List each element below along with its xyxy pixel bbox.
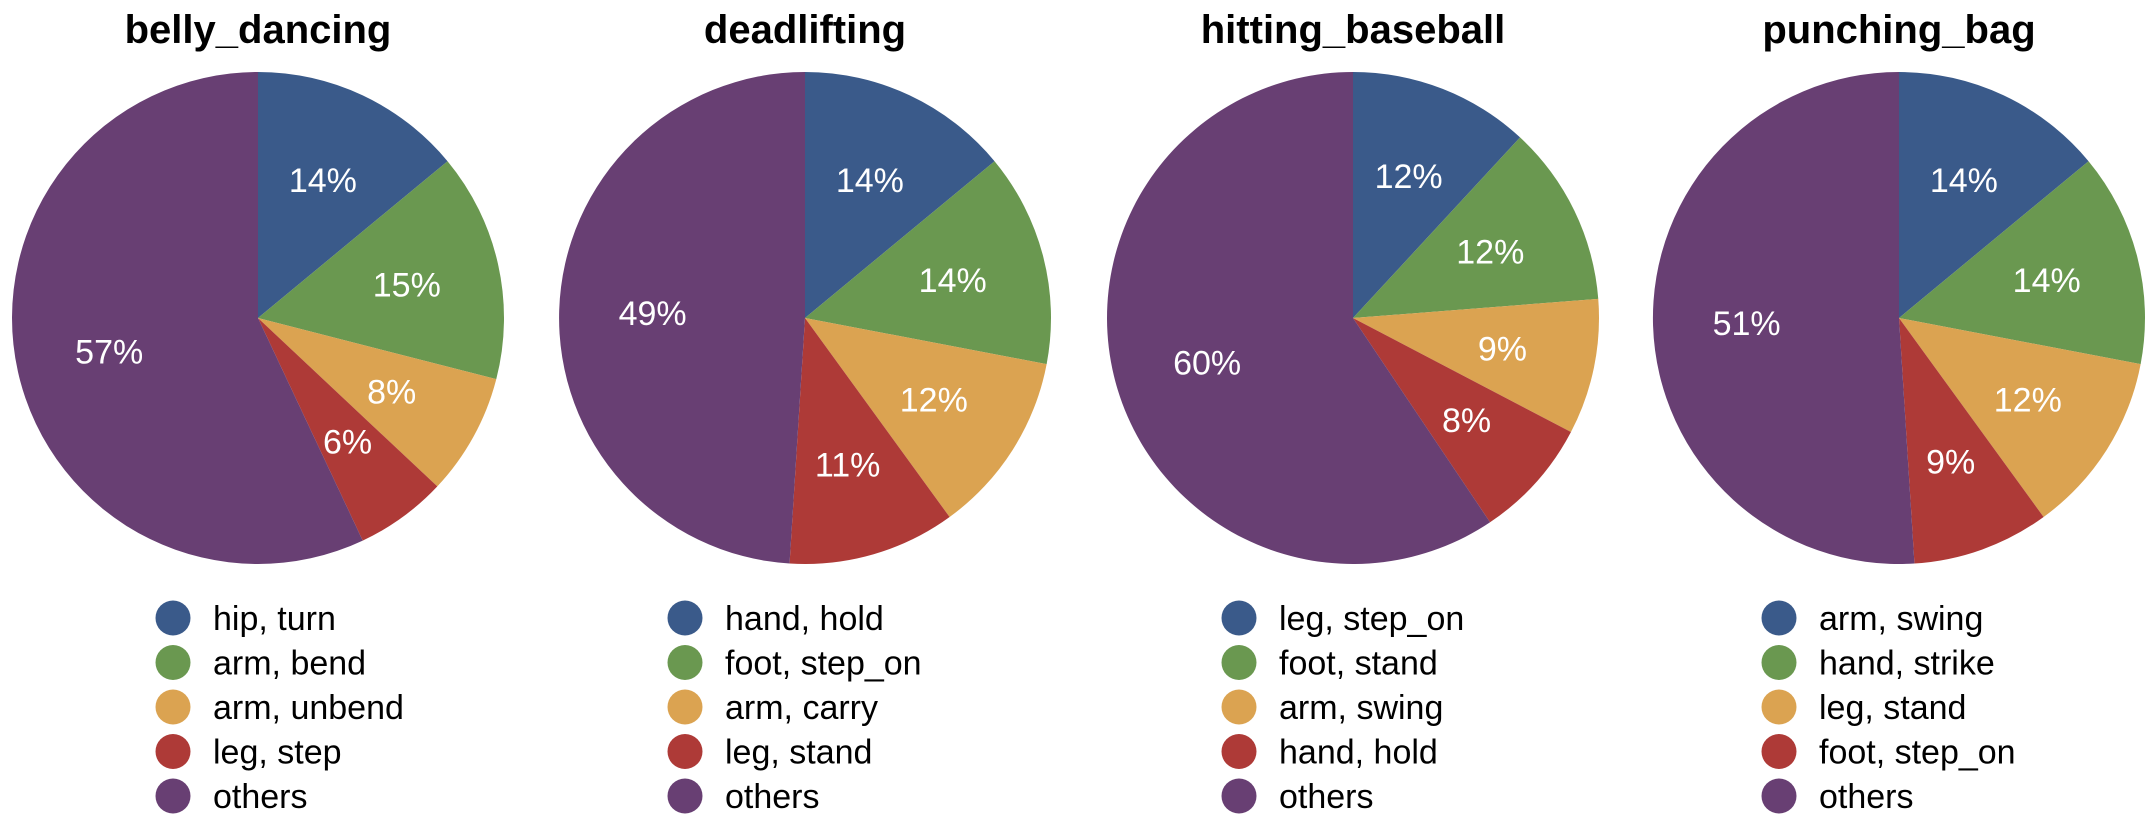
legend: hip, turn arm, bend arm, unbend leg, step ot… <box>155 600 404 816</box>
slice-value-label: 14% <box>1930 162 1998 200</box>
slice-value-label: 12% <box>1456 234 1524 272</box>
legend-label: hand, hold <box>1279 734 1438 772</box>
legend-label: foot, step_on <box>725 645 922 683</box>
legend-label: leg, stand <box>1819 689 1966 727</box>
pie-panel-belly-dancing: belly_dancing 14% 15% 8% 6% 57% hip, turn arm, … <box>12 8 505 816</box>
legend-swatch <box>155 689 191 725</box>
slice-value-label: 8% <box>1442 402 1491 440</box>
chart-title: belly_dancing <box>125 8 392 52</box>
legend-swatch <box>155 600 191 636</box>
pie-slice-arm-bend <box>258 161 505 380</box>
pie-slice-others <box>12 72 363 565</box>
legend-label: arm, bend <box>213 645 366 683</box>
legend-swatch <box>1761 689 1797 725</box>
chart-title: punching_bag <box>1762 8 2035 52</box>
legend-label: arm, unbend <box>213 689 404 727</box>
slice-value-label: 51% <box>1713 305 1781 343</box>
slice-value-label: 9% <box>1478 331 1527 369</box>
legend-swatch <box>667 689 703 725</box>
legend-swatch <box>1761 600 1797 636</box>
pie-slice-hip-turn <box>258 72 448 318</box>
slice-value-label: 14% <box>2013 262 2081 300</box>
slice-value-label: 12% <box>900 382 968 420</box>
pie-slice-leg-stand <box>789 318 950 564</box>
legend-swatch <box>667 734 703 769</box>
legend-label: others <box>725 778 820 816</box>
legend-swatch <box>667 778 703 814</box>
legend-swatch <box>155 734 191 769</box>
legend-swatch <box>1221 600 1257 636</box>
pie-slice-others <box>559 72 805 564</box>
legend-label: arm, swing <box>1819 600 1983 638</box>
pie-slice-leg-stand <box>1899 318 2141 518</box>
legend-swatch <box>667 645 703 680</box>
legend-label: hand, strike <box>1819 645 1995 683</box>
slice-value-label: 14% <box>836 162 904 200</box>
pie-slice-others <box>1107 72 1491 564</box>
legend-swatch <box>1761 778 1797 814</box>
pie-slice-arm-swing <box>1899 72 2089 318</box>
pie-slice-hand-strike <box>1899 161 2145 365</box>
legend-label: foot, stand <box>1279 645 1438 683</box>
legend-label: others <box>1279 778 1374 816</box>
chart-title: hitting_baseball <box>1201 8 1506 52</box>
pie-slice-foot-step-on <box>805 161 1051 365</box>
slice-value-label: 11% <box>815 447 881 485</box>
slice-value-label: 6% <box>323 423 372 461</box>
legend-label: leg, step_on <box>1279 600 1464 638</box>
legend-swatch <box>155 645 191 680</box>
pie-slice-foot-step-on <box>1899 318 2044 564</box>
pie-slice-arm-swing <box>1353 298 1600 433</box>
pie-slice-arm-unbend <box>258 318 497 487</box>
legend-label: arm, carry <box>725 689 878 727</box>
pie-panel-deadlifting: deadlifting 14% 14% 12% 11% 49% hand, hold foot… <box>559 8 1051 816</box>
legend-label: leg, stand <box>725 734 872 772</box>
slice-value-label: 60% <box>1173 344 1241 382</box>
legend-swatch <box>1221 778 1257 814</box>
slice-value-label: 49% <box>619 295 687 333</box>
slice-value-label: 14% <box>289 162 357 200</box>
slice-value-label: 15% <box>373 267 441 305</box>
legend-label: hand, hold <box>725 600 884 638</box>
legend-swatch <box>1221 645 1257 680</box>
slice-value-label: 9% <box>1926 444 1975 482</box>
legend: arm, swing hand, strike leg, stand foot, st… <box>1761 600 2016 816</box>
slice-value-label: 14% <box>919 262 987 300</box>
pie-slice-leg-step <box>258 318 438 541</box>
legend-label: others <box>1819 778 1914 816</box>
slice-value-label: 57% <box>75 333 143 371</box>
slice-value-label: 12% <box>1994 382 2062 420</box>
legend-swatch <box>1761 734 1797 769</box>
slice-value-label: 8% <box>367 374 416 412</box>
legend-swatch <box>667 600 703 636</box>
legend-label: leg, step <box>213 734 342 772</box>
pie-slice-arm-carry <box>805 318 1047 518</box>
pie-slice-others <box>1652 72 1915 564</box>
chart-title: deadlifting <box>704 8 906 52</box>
legend-label: hip, turn <box>213 600 336 638</box>
legend-label: arm, swing <box>1279 689 1443 727</box>
pie-slice-leg-step-on <box>1353 72 1521 318</box>
legend-swatch <box>1221 689 1257 725</box>
pie-slice-hand-hold <box>1353 318 1571 523</box>
legend: hand, hold foot, step_on arm, carry leg, st… <box>667 600 922 816</box>
legend-label: foot, step_on <box>1819 734 2016 772</box>
pie-panel-hitting-baseball: hitting_baseball 12% 12% 9% 8% 60% leg, step_o… <box>1107 8 1600 816</box>
pie-panel-punching-bag: punching_bag 14% 14% 12% 9% 51% arm, swing hand… <box>1652 8 2145 816</box>
slice-value-label: 12% <box>1375 158 1443 196</box>
legend: leg, step_on foot, stand arm, swing hand, h… <box>1221 600 1464 816</box>
legend-swatch <box>155 778 191 814</box>
pie-slice-foot-stand <box>1353 137 1599 318</box>
legend-swatch <box>1221 734 1257 769</box>
legend-swatch <box>1761 645 1797 680</box>
pie-slice-hand-hold <box>805 72 995 318</box>
legend-label: others <box>213 778 308 816</box>
